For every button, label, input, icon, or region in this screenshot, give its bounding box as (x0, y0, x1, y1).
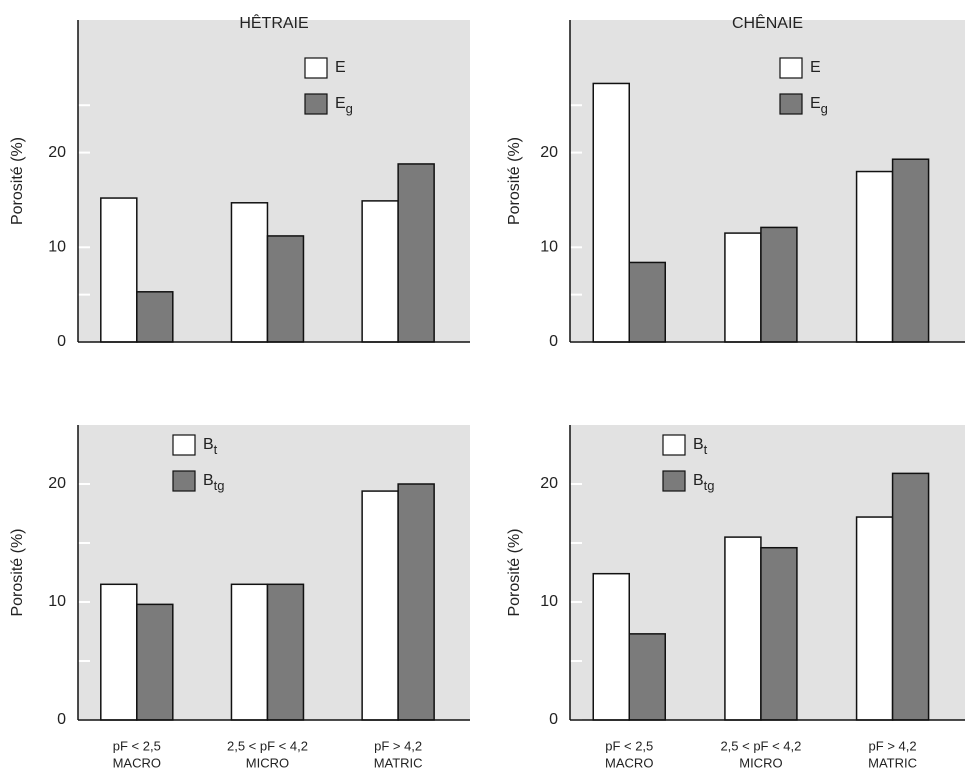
legend-label: Eg (335, 95, 353, 116)
legend-name: E (335, 59, 346, 76)
y-tick-label: 0 (57, 333, 66, 350)
legend-name: B (203, 472, 214, 489)
x-group-label: MACRO (605, 755, 653, 770)
legend-subscript: t (214, 442, 218, 457)
x-tick-label: pF < 2,5 (113, 738, 161, 753)
legend-name: B (693, 436, 704, 453)
legend-swatch (172, 470, 196, 492)
bar (724, 536, 762, 721)
y-axis-label: Porosité (%) (9, 528, 26, 616)
y-tick-label: 0 (549, 333, 558, 350)
bar (266, 235, 305, 343)
legend-subscript: tg (704, 478, 715, 493)
x-tick-label: pF < 2,5 (605, 738, 653, 753)
x-group-label: MICRO (739, 755, 782, 770)
legend-subscript: g (346, 101, 353, 116)
bar (361, 200, 399, 343)
legend-label: Eg (810, 95, 828, 116)
bar (760, 226, 798, 343)
y-tick-label: 10 (48, 239, 66, 256)
bar (760, 546, 798, 721)
legend-label: Bt (203, 436, 218, 457)
legend-label: E (810, 59, 821, 76)
bar (891, 158, 930, 343)
y-tick-label: 0 (57, 711, 66, 728)
legend-swatch (304, 57, 328, 79)
chart-title: CHÊNAIE (732, 13, 803, 32)
y-tick-label: 20 (48, 144, 66, 161)
bar (230, 583, 269, 721)
bar (855, 516, 894, 721)
legend-name: E (810, 95, 821, 112)
legend-label: E (335, 59, 346, 76)
legend-name: E (810, 59, 821, 76)
bar (266, 583, 305, 721)
legend-subscript: t (704, 442, 708, 457)
bar (230, 202, 269, 343)
x-group-label: MACRO (113, 755, 161, 770)
bar (628, 633, 666, 721)
bar (855, 170, 894, 343)
legend-swatch (662, 434, 686, 456)
legend-label: Btg (203, 472, 225, 493)
legend-label: Btg (693, 472, 715, 493)
bar (724, 232, 762, 343)
legend-swatch (172, 434, 196, 456)
y-tick-label: 0 (549, 711, 558, 728)
bar (136, 603, 174, 721)
bar (628, 261, 666, 343)
bar (397, 163, 435, 343)
legend-swatch (779, 93, 803, 115)
chart-title: HÊTRAIE (239, 13, 308, 32)
y-axis-label: Porosité (%) (506, 137, 523, 225)
bar (891, 472, 930, 721)
bar (100, 583, 138, 721)
x-tick-label: 2,5 < pF < 4,2 (720, 738, 801, 753)
y-tick-label: 20 (540, 475, 558, 492)
x-group-label: MATRIC (868, 755, 917, 770)
y-tick-label: 10 (540, 593, 558, 610)
legend-subscript: g (821, 101, 828, 116)
bar (136, 291, 174, 343)
y-tick-label: 20 (540, 144, 558, 161)
legend-name: E (335, 95, 346, 112)
y-tick-label: 10 (540, 239, 558, 256)
bar (397, 483, 435, 721)
legend-swatch (304, 93, 328, 115)
legend-swatch (662, 470, 686, 492)
bar (592, 82, 630, 343)
bar (100, 197, 138, 343)
y-axis-label: Porosité (%) (506, 528, 523, 616)
x-tick-label: pF > 4,2 (869, 738, 917, 753)
y-tick-label: 10 (48, 593, 66, 610)
legend-subscript: tg (214, 478, 225, 493)
bar (361, 490, 399, 721)
legend-swatch (779, 57, 803, 79)
legend-name: B (203, 436, 214, 453)
y-axis-label: Porosité (%) (9, 137, 26, 225)
legend-name: B (693, 472, 704, 489)
x-tick-label: 2,5 < pF < 4,2 (227, 738, 308, 753)
x-tick-label: pF > 4,2 (374, 738, 422, 753)
y-tick-label: 20 (48, 475, 66, 492)
legend-label: Bt (693, 436, 708, 457)
bar (592, 572, 630, 721)
x-group-label: MATRIC (374, 755, 423, 770)
x-group-label: MICRO (246, 755, 289, 770)
